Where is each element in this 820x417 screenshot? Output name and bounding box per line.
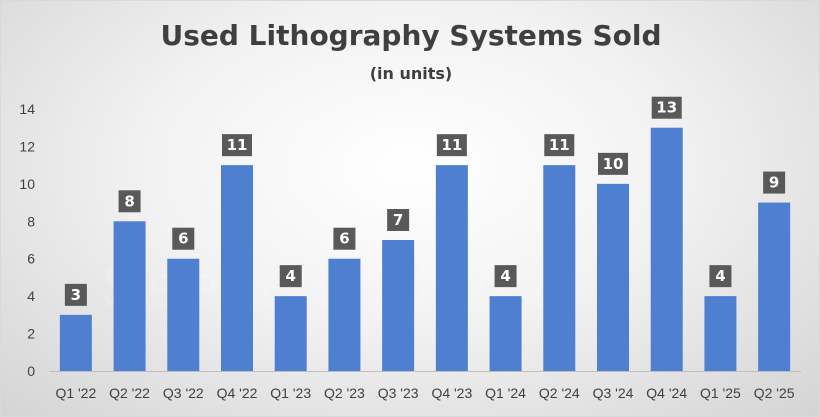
bar xyxy=(167,258,200,371)
y-tick-label: 10 xyxy=(19,176,35,192)
data-label-box xyxy=(172,227,195,250)
y-tick-label: 8 xyxy=(27,213,35,229)
bar xyxy=(650,127,683,371)
data-label: 11 xyxy=(441,136,462,154)
data-label-box xyxy=(598,152,628,175)
data-label: 6 xyxy=(178,230,188,248)
data-label: 3 xyxy=(71,286,81,304)
data-label-box xyxy=(118,190,141,213)
x-tick-label: Q4 '22 xyxy=(217,385,258,401)
x-tick-label: Q1 '22 xyxy=(55,385,96,401)
data-label-box xyxy=(222,134,252,157)
x-tick-label: Q4 '23 xyxy=(431,385,472,401)
y-tick-label: 4 xyxy=(27,288,35,304)
bar xyxy=(113,221,146,371)
bar xyxy=(758,202,791,371)
data-label: 4 xyxy=(500,267,510,285)
x-tick-label: Q2 '25 xyxy=(754,385,795,401)
bar xyxy=(59,314,92,371)
y-tick-label: 6 xyxy=(27,251,35,267)
x-tick-label: Q3 '23 xyxy=(378,385,419,401)
data-label: 13 xyxy=(656,99,677,117)
data-label: 8 xyxy=(124,192,134,210)
x-tick-label: Q4 '24 xyxy=(646,385,687,401)
data-label: 6 xyxy=(339,230,349,248)
chart-title: Used Lithography Systems Sold xyxy=(160,19,662,52)
bar xyxy=(221,165,253,371)
x-tick-label: Q1 '23 xyxy=(270,385,311,401)
y-tick-label: 14 xyxy=(19,101,35,117)
bar xyxy=(489,296,522,371)
data-label: 4 xyxy=(715,267,725,285)
data-label: 11 xyxy=(549,136,570,154)
x-tick-label: Q1 '24 xyxy=(485,385,526,401)
data-label-box xyxy=(64,283,87,306)
data-label-box xyxy=(494,265,517,288)
data-label-box xyxy=(544,134,575,157)
x-tick-label: Q2 '22 xyxy=(109,385,150,401)
data-label-box xyxy=(436,134,467,157)
y-tick-label: 12 xyxy=(19,138,35,154)
y-tick-label: 2 xyxy=(27,326,35,342)
data-label-box xyxy=(333,227,356,250)
bar xyxy=(543,165,576,371)
x-tick-label: Q3 '22 xyxy=(163,385,204,401)
bar xyxy=(382,240,415,371)
chart-subtitle: (in units) xyxy=(369,64,453,83)
bar xyxy=(328,258,361,371)
data-label: 4 xyxy=(285,267,295,285)
bar xyxy=(274,296,307,371)
data-label-box xyxy=(763,171,786,194)
data-label: 11 xyxy=(227,136,248,154)
data-label-box xyxy=(279,265,302,288)
x-tick-label: Q2 '24 xyxy=(539,385,580,401)
data-label-box xyxy=(651,96,682,119)
bar xyxy=(597,183,629,371)
y-tick-label: 0 xyxy=(27,363,35,379)
data-label: 9 xyxy=(769,174,779,192)
data-label: 10 xyxy=(603,155,624,173)
data-label-box xyxy=(387,209,410,231)
data-label-box xyxy=(709,265,732,288)
bar xyxy=(704,296,737,371)
x-tick-label: Q2 '23 xyxy=(324,385,365,401)
x-tick-label: Q1 '25 xyxy=(700,385,741,401)
x-tick-label: Q3 '24 xyxy=(593,385,634,401)
data-label: 7 xyxy=(393,211,403,229)
bar xyxy=(435,165,468,371)
